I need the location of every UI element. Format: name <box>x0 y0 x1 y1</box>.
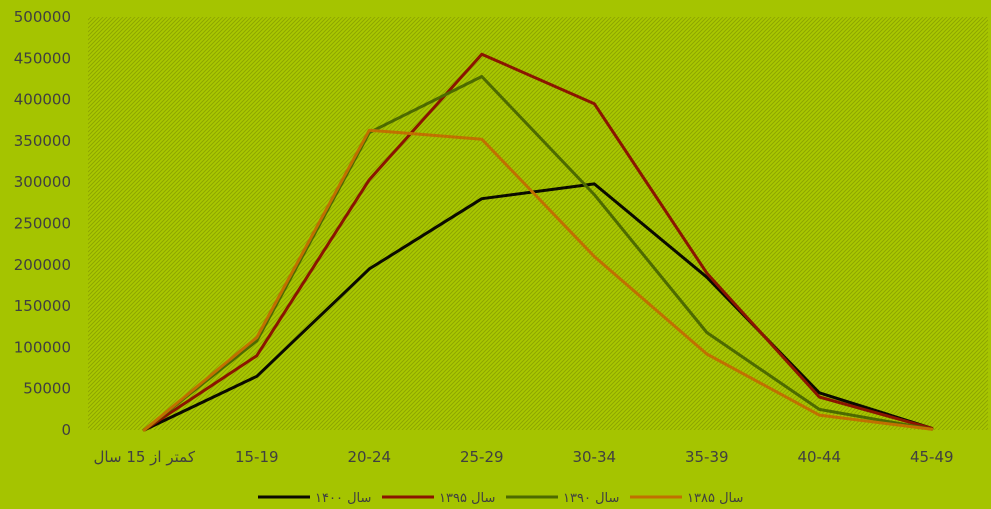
y-tick-label: 50000 <box>23 380 71 398</box>
x-tick-label: 35-39 <box>685 448 729 466</box>
legend-label: سال ۱۳۸۵ <box>687 491 743 506</box>
y-tick-label: 200000 <box>14 256 71 274</box>
x-tick-label: 25-29 <box>460 448 504 466</box>
legend-label: سال ۱۴۰۰ <box>315 491 371 506</box>
y-tick-label: 500000 <box>14 8 71 26</box>
legend: سال ۱۴۰۰ سال ۱۳۹۵ سال ۱۳۹۰ سال ۱۳۸۵ <box>258 491 743 506</box>
series-line-3 <box>142 128 934 432</box>
plot-area <box>88 17 988 430</box>
y-tick-label: 0 <box>61 421 71 439</box>
y-tick-label: 300000 <box>14 173 71 191</box>
y-tick-label: 350000 <box>14 132 71 150</box>
x-tick-label: 15-19 <box>235 448 279 466</box>
y-tick-label: 400000 <box>14 91 71 109</box>
x-axis: کمتر از 15 سال 15-19 20-24 25-29 30-34 35-39 4… <box>94 448 954 466</box>
x-tick-label: 45-49 <box>910 448 954 466</box>
series-line-2 <box>142 75 934 432</box>
y-tick-label: 450000 <box>14 49 71 67</box>
series-line-1 <box>142 52 934 432</box>
y-tick-label: 250000 <box>14 215 71 233</box>
legend-label: سال ۱۳۹۵ <box>439 491 495 506</box>
x-tick-label: 20-24 <box>347 448 391 466</box>
legend-label: سال ۱۳۹۰ <box>563 491 619 506</box>
y-tick-label: 100000 <box>14 338 71 356</box>
x-tick-label: 30-34 <box>572 448 616 466</box>
x-tick-label: 40-44 <box>797 448 841 466</box>
y-tick-label: 150000 <box>14 297 71 315</box>
series-lines <box>142 52 934 432</box>
y-axis: 0 50000 100000 150000 200000 250000 300000 3500… <box>14 8 71 439</box>
series-line-0 <box>142 182 934 432</box>
x-tick-label: کمتر از 15 سال <box>94 448 196 466</box>
